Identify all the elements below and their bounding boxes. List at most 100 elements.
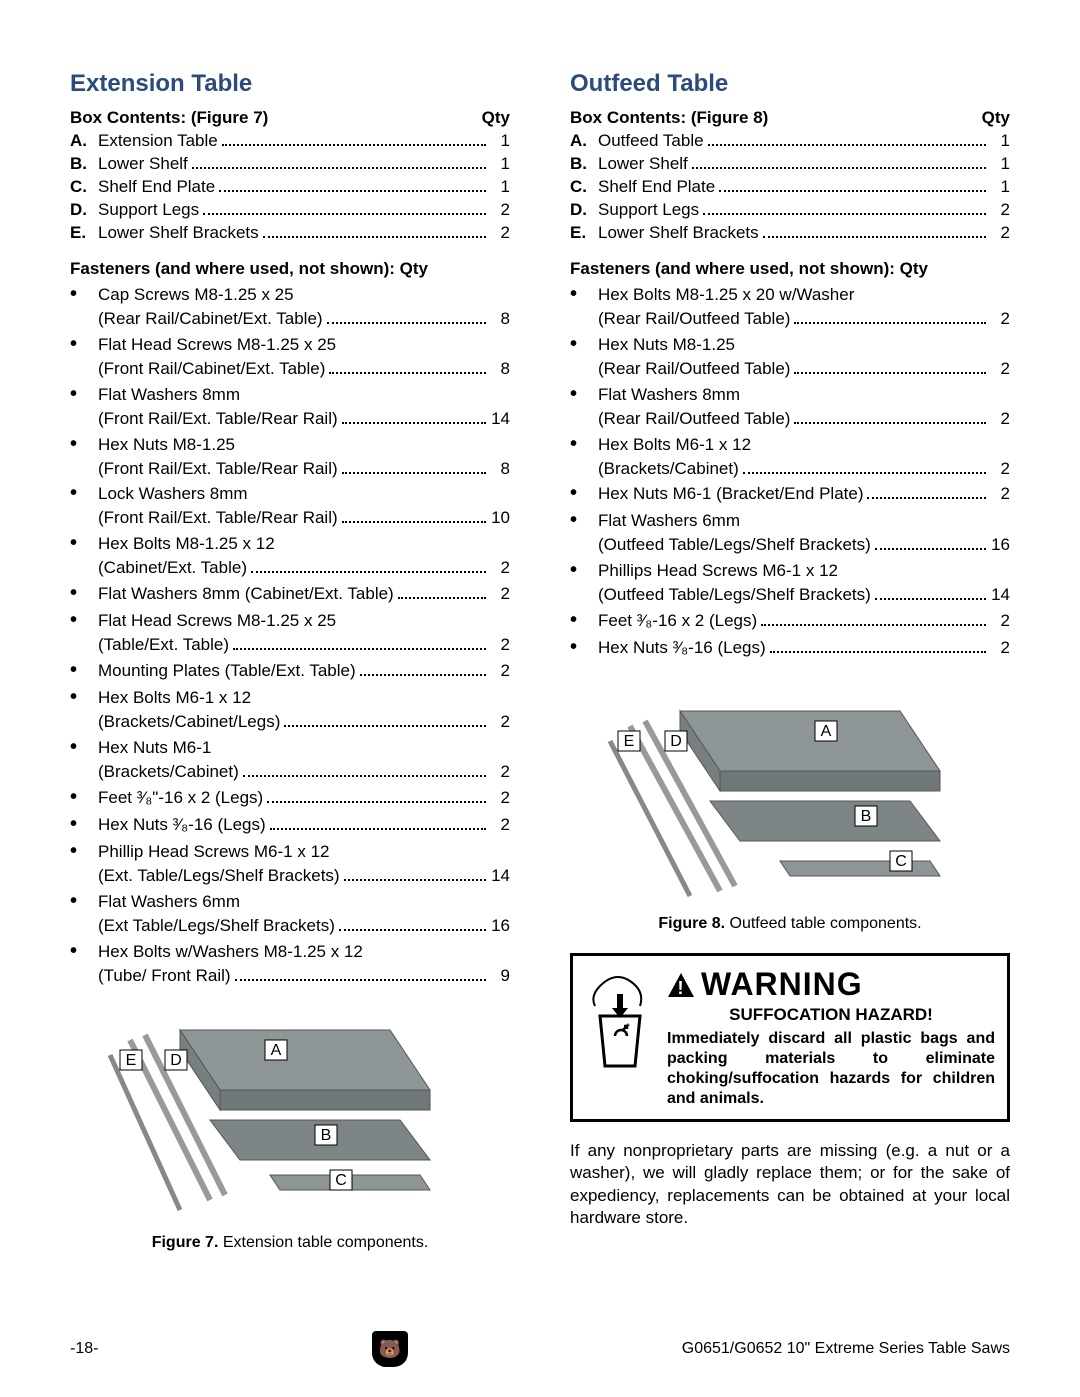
- svg-text:C: C: [335, 1172, 347, 1189]
- trash-icon: [585, 966, 655, 1076]
- svg-text:B: B: [861, 808, 872, 825]
- list-item: (Tube/ Front Rail)9: [70, 965, 510, 988]
- list-item: •Hex Nuts ³⁄₈-16 (Legs)2: [70, 811, 510, 838]
- list-item: •Feet ³⁄₈"-16 x 2 (Legs)2: [70, 784, 510, 811]
- list-item: •Flat Washers 8mm (Cabinet/Ext. Table)2: [70, 580, 510, 607]
- list-item: (Rear Rail/Outfeed Table)2: [570, 308, 1010, 331]
- right-contents-list: A.Outfeed Table1B.Lower Shelf1C.Shelf En…: [570, 130, 1010, 245]
- figure-7-num: Figure 7.: [152, 1234, 219, 1251]
- list-item: B.Lower Shelf1: [70, 153, 510, 176]
- figure-7-caption: Figure 7. Extension table components.: [70, 1234, 510, 1252]
- svg-text:A: A: [821, 723, 832, 740]
- list-item: •Hex Nuts M6-1: [70, 734, 510, 761]
- svg-text:E: E: [624, 733, 635, 750]
- figure-8-text: Outfeed table components.: [725, 915, 922, 932]
- list-item: (Front Rail/Ext. Table/Rear Rail)10: [70, 507, 510, 530]
- list-item: •Cap Screws M8-1.25 x 25: [70, 281, 510, 308]
- fasteners-header-right: Fasteners (and where used, not shown): Q…: [570, 259, 1010, 279]
- right-column: Outfeed Table Box Contents: (Figure 8) Q…: [570, 70, 1010, 1252]
- list-item: •Hex Nuts M8-1.25: [570, 331, 1010, 358]
- left-column: Extension Table Box Contents: (Figure 7)…: [70, 70, 510, 1252]
- extension-title: Extension Table: [70, 70, 510, 98]
- figure-8-num: Figure 8.: [658, 915, 725, 932]
- list-item: (Cabinet/Ext. Table)2: [70, 557, 510, 580]
- list-item: (Rear Rail/Outfeed Table)2: [570, 358, 1010, 381]
- list-item: •Hex Bolts M6-1 x 12: [70, 684, 510, 711]
- list-item: •Phillips Head Screws M6-1 x 12: [570, 557, 1010, 584]
- list-item: (Rear Rail/Outfeed Table)2: [570, 408, 1010, 431]
- warning-title: ! WARNING: [667, 966, 995, 1003]
- warning-subtitle: SUFFOCATION HAZARD!: [667, 1005, 995, 1025]
- list-item: D.Support Legs2: [70, 199, 510, 222]
- list-item: (Front Rail/Ext. Table/Rear Rail)14: [70, 408, 510, 431]
- list-item: •Hex Bolts M6-1 x 12: [570, 431, 1010, 458]
- figure-8-caption: Figure 8. Outfeed table components.: [570, 915, 1010, 933]
- left-contents-list: A.Extension Table1B.Lower Shelf1C.Shelf …: [70, 130, 510, 245]
- list-item: •Hex Nuts M8-1.25: [70, 431, 510, 458]
- warning-triangle-icon: !: [667, 972, 695, 998]
- box-contents-header-right: Box Contents: (Figure 8) Qty: [570, 108, 1010, 128]
- list-item: (Outfeed Table/Legs/Shelf Brackets)16: [570, 534, 1010, 557]
- left-fasteners-list: •Cap Screws M8-1.25 x 25(Rear Rail/Cabin…: [70, 281, 510, 988]
- list-item: A.Extension Table1: [70, 130, 510, 153]
- box-contents-label: Box Contents: (Figure 7): [70, 108, 268, 128]
- list-item: •Flat Washers 8mm: [70, 381, 510, 408]
- list-item: E.Lower Shelf Brackets2: [570, 222, 1010, 245]
- list-item: E.Lower Shelf Brackets2: [70, 222, 510, 245]
- doc-title: G0651/G0652 10" Extreme Series Table Saw…: [682, 1340, 1010, 1358]
- list-item: C.Shelf End Plate1: [570, 176, 1010, 199]
- list-item: D.Support Legs2: [570, 199, 1010, 222]
- right-fasteners-list: •Hex Bolts M8-1.25 x 20 w/Washer(Rear Ra…: [570, 281, 1010, 662]
- list-item: •Feet ³⁄₈-16 x 2 (Legs)2: [570, 607, 1010, 634]
- list-item: •Hex Bolts M8-1.25 x 20 w/Washer: [570, 281, 1010, 308]
- svg-text:!: !: [678, 978, 685, 998]
- svg-text:C: C: [895, 853, 907, 870]
- list-item: (Ext Table/Legs/Shelf Brackets)16: [70, 915, 510, 938]
- qty-label-r: Qty: [982, 108, 1010, 128]
- box-contents-label-r: Box Contents: (Figure 8): [570, 108, 768, 128]
- list-item: (Front Rail/Ext. Table/Rear Rail)8: [70, 458, 510, 481]
- two-column-layout: Extension Table Box Contents: (Figure 7)…: [70, 70, 1010, 1252]
- bear-logo-icon: 🐻: [372, 1331, 408, 1367]
- warning-box: ! WARNING SUFFOCATION HAZARD! Immediatel…: [570, 953, 1010, 1122]
- list-item: B.Lower Shelf1: [570, 153, 1010, 176]
- missing-parts-paragraph: If any nonproprietary parts are missing …: [570, 1140, 1010, 1228]
- figure-7-svg: A B C D E: [70, 1000, 470, 1230]
- list-item: (Rear Rail/Cabinet/Ext. Table)8: [70, 308, 510, 331]
- list-item: C.Shelf End Plate1: [70, 176, 510, 199]
- svg-text:D: D: [170, 1052, 182, 1069]
- fasteners-label-r: Fasteners (and where used, not shown): Q…: [570, 259, 928, 279]
- list-item: (Brackets/Cabinet)2: [70, 761, 510, 784]
- list-item: (Ext. Table/Legs/Shelf Brackets)14: [70, 865, 510, 888]
- list-item: •Flat Washers 8mm: [570, 381, 1010, 408]
- list-item: A.Outfeed Table1: [570, 130, 1010, 153]
- qty-label: Qty: [482, 108, 510, 128]
- list-item: (Outfeed Table/Legs/Shelf Brackets)14: [570, 584, 1010, 607]
- list-item: •Hex Nuts ³⁄₈-16 (Legs)2: [570, 634, 1010, 661]
- list-item: (Brackets/Cabinet/Legs)2: [70, 711, 510, 734]
- list-item: •Lock Washers 8mm: [70, 480, 510, 507]
- warning-title-text: WARNING: [701, 966, 863, 1003]
- list-item: (Front Rail/Cabinet/Ext. Table)8: [70, 358, 510, 381]
- warning-body: Immediately discard all plastic bags and…: [667, 1029, 995, 1109]
- list-item: •Flat Head Screws M8-1.25 x 25: [70, 607, 510, 634]
- list-item: •Mounting Plates (Table/Ext. Table)2: [70, 657, 510, 684]
- figure-7-text: Extension table components.: [218, 1234, 428, 1251]
- list-item: •Flat Washers 6mm: [570, 507, 1010, 534]
- figure-8: A B C D E: [570, 691, 970, 911]
- outfeed-title: Outfeed Table: [570, 70, 1010, 98]
- svg-text:A: A: [271, 1042, 282, 1059]
- list-item: •Hex Bolts M8-1.25 x 12: [70, 530, 510, 557]
- page-number: -18-: [70, 1340, 98, 1358]
- figure-8-svg: A B C D E: [570, 691, 970, 911]
- fasteners-label: Fasteners (and where used, not shown): Q…: [70, 259, 428, 279]
- list-item: (Table/Ext. Table)2: [70, 634, 510, 657]
- list-item: •Hex Bolts w/Washers M8-1.25 x 12: [70, 938, 510, 965]
- list-item: •Phillip Head Screws M6-1 x 12: [70, 838, 510, 865]
- list-item: •Hex Nuts M6-1 (Bracket/End Plate)2: [570, 480, 1010, 507]
- box-contents-header-left: Box Contents: (Figure 7) Qty: [70, 108, 510, 128]
- list-item: (Brackets/Cabinet)2: [570, 458, 1010, 481]
- figure-7: A B C D E: [70, 1000, 470, 1230]
- list-item: •Flat Washers 6mm: [70, 888, 510, 915]
- svg-text:B: B: [321, 1127, 332, 1144]
